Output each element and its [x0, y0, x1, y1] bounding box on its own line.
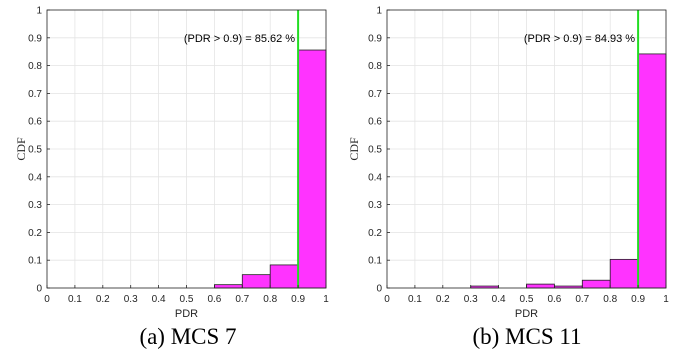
y-tick-label: 0.2 — [368, 228, 382, 239]
y-tick-label: 0.7 — [368, 89, 382, 100]
histogram-bar — [609, 258, 639, 289]
x-tick-label: 0.6 — [207, 294, 221, 305]
x-tick-label: 0.9 — [631, 294, 645, 305]
y-tick-label: 0.5 — [28, 145, 42, 156]
x-tick-label: 1 — [663, 294, 669, 305]
y-tick-label: 0.6 — [368, 117, 382, 128]
x-tick-label: 0.4 — [492, 294, 506, 305]
x-tick-label: 0.8 — [263, 294, 277, 305]
chart-panel-2: 0 0.1 0.2 0.3 0.4 0.5 0.6 0.7 0.8 0.9 1 0 0.1 0.2 0.3 0… — [347, 6, 669, 350]
y-tick-label: 0.4 — [28, 172, 42, 183]
y-tick-label: 0.7 — [28, 89, 42, 100]
threshold-annotation: (PDR > 0.9) = 85.62 % — [184, 33, 295, 45]
x-tick-label: 0.7 — [235, 294, 249, 305]
histogram-bar — [213, 284, 243, 289]
histogram-bar — [637, 53, 667, 289]
x-tick-label: 0.8 — [603, 294, 617, 305]
x-tick-label: 0.2 — [436, 294, 450, 305]
histogram-bar — [269, 264, 299, 289]
panel-caption: (a) MCS 7 — [139, 324, 236, 349]
x-tick-label: 1 — [323, 294, 329, 305]
x-axis-label: PDR — [175, 308, 198, 320]
x-tick-label: 0 — [44, 294, 50, 305]
y-tick-label: 1 — [36, 6, 42, 17]
y-tick-label: 0.5 — [368, 145, 382, 156]
y-tick-label: 0.3 — [28, 200, 42, 211]
y-tick-label: 0 — [376, 284, 382, 295]
panel-caption: (b) MCS 11 — [472, 324, 581, 349]
y-axis-label: CDF — [14, 137, 28, 161]
y-tick-label: 1 — [376, 6, 382, 17]
histogram-bar — [581, 279, 611, 289]
x-tick-label: 0.3 — [464, 294, 478, 305]
x-tick-label: 0.4 — [152, 294, 166, 305]
y-tick-label: 0.3 — [368, 200, 382, 211]
y-tick-label: 0 — [36, 284, 42, 295]
chart-panel-1: 0 0.1 0.2 0.3 0.4 0.5 0.6 0.7 0.8 0.9 1 0 0.1 0.2 0.3 0… — [14, 6, 329, 350]
x-tick-label: 0.2 — [96, 294, 110, 305]
y-tick-label: 0.2 — [28, 228, 42, 239]
x-tick-label: 0.9 — [291, 294, 305, 305]
x-tick-label: 0.1 — [408, 294, 422, 305]
x-tick-label: 0 — [384, 294, 390, 305]
y-tick-label: 0.8 — [28, 61, 42, 72]
y-tick-label: 0.4 — [368, 172, 382, 183]
y-tick-label: 0.6 — [28, 117, 42, 128]
x-tick-label: 0.3 — [124, 294, 138, 305]
y-tick-label: 0.9 — [28, 33, 42, 44]
threshold-annotation: (PDR > 0.9) = 84.93 % — [524, 33, 635, 45]
x-tick-label: 0.6 — [547, 294, 561, 305]
histogram-bar — [526, 283, 555, 289]
y-tick-label: 0.1 — [28, 256, 42, 267]
histogram-bar — [297, 49, 327, 289]
x-tick-label: 0.1 — [68, 294, 82, 305]
x-axis-label: PDR — [515, 308, 538, 320]
y-tick-label: 0.8 — [368, 61, 382, 72]
histogram-bar — [241, 274, 271, 289]
y-tick-label: 0.9 — [368, 33, 382, 44]
y-tick-label: 0.1 — [368, 256, 382, 267]
x-tick-label: 0.5 — [180, 294, 194, 305]
x-tick-label: 0.5 — [520, 294, 534, 305]
x-tick-label: 0.7 — [575, 294, 589, 305]
y-axis-label: CDF — [347, 137, 361, 161]
